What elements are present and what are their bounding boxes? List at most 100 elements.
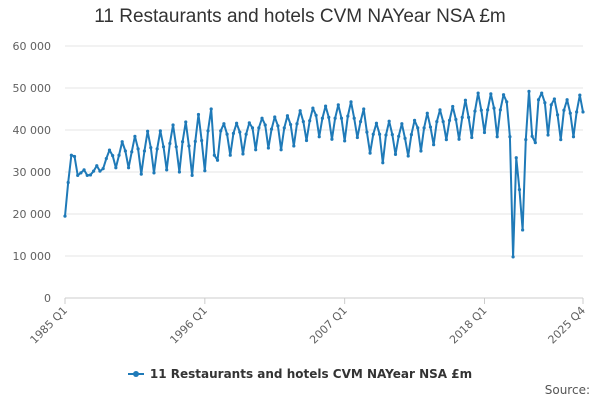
data-point[interactable] xyxy=(409,133,413,137)
data-point[interactable] xyxy=(390,133,394,137)
data-point[interactable] xyxy=(184,120,188,124)
data-point[interactable] xyxy=(482,130,487,135)
data-point[interactable] xyxy=(406,154,410,158)
data-point[interactable] xyxy=(543,101,547,105)
data-point[interactable] xyxy=(238,130,242,134)
data-point[interactable] xyxy=(292,144,296,148)
data-point[interactable] xyxy=(422,126,426,130)
data-point[interactable] xyxy=(158,129,162,133)
data-point[interactable] xyxy=(435,120,439,124)
data-point[interactable] xyxy=(524,138,528,142)
data-point[interactable] xyxy=(546,133,550,137)
data-point[interactable] xyxy=(85,173,89,177)
data-point[interactable] xyxy=(438,108,442,112)
data-point[interactable] xyxy=(521,228,525,232)
data-point[interactable] xyxy=(501,93,506,97)
data-point[interactable] xyxy=(95,164,99,168)
data-point[interactable] xyxy=(107,148,112,152)
data-point[interactable] xyxy=(451,104,455,109)
data-point[interactable] xyxy=(419,149,423,153)
data-point[interactable] xyxy=(428,125,433,129)
data-point[interactable] xyxy=(155,147,159,151)
data-point[interactable] xyxy=(343,139,347,143)
data-point[interactable] xyxy=(330,137,334,141)
data-point[interactable] xyxy=(219,129,223,133)
data-point[interactable] xyxy=(358,120,363,124)
data-point[interactable] xyxy=(568,111,572,115)
data-point[interactable] xyxy=(308,119,312,123)
data-point[interactable] xyxy=(82,168,86,172)
data-point[interactable] xyxy=(368,151,372,155)
data-point[interactable] xyxy=(149,146,153,150)
data-point[interactable] xyxy=(397,134,401,138)
data-point[interactable] xyxy=(260,116,264,120)
data-point[interactable] xyxy=(549,103,553,107)
data-point[interactable] xyxy=(241,152,245,156)
data-point[interactable] xyxy=(269,127,274,131)
data-point[interactable] xyxy=(400,122,404,126)
data-point[interactable] xyxy=(336,103,340,107)
data-point[interactable] xyxy=(384,133,388,137)
data-point[interactable] xyxy=(190,173,194,177)
data-point[interactable] xyxy=(555,113,560,117)
data-point[interactable] xyxy=(327,115,331,119)
data-point[interactable] xyxy=(460,115,464,119)
data-point[interactable] xyxy=(323,104,328,108)
data-point[interactable] xyxy=(225,132,229,136)
data-point[interactable] xyxy=(289,122,293,127)
data-point[interactable] xyxy=(88,173,93,177)
data-point[interactable] xyxy=(228,153,232,157)
data-point[interactable] xyxy=(339,116,344,120)
data-point[interactable] xyxy=(101,167,105,171)
data-point[interactable] xyxy=(126,166,131,170)
data-point[interactable] xyxy=(257,126,261,130)
data-point[interactable] xyxy=(314,113,318,117)
data-point[interactable] xyxy=(505,100,509,104)
data-point[interactable] xyxy=(168,141,172,146)
data-point[interactable] xyxy=(562,108,566,112)
data-point[interactable] xyxy=(349,100,353,104)
data-point[interactable] xyxy=(161,145,166,149)
data-point[interactable] xyxy=(378,132,382,136)
data-point[interactable] xyxy=(489,92,493,96)
data-point[interactable] xyxy=(282,126,286,130)
data-point[interactable] xyxy=(273,115,277,119)
data-point[interactable] xyxy=(279,148,283,152)
data-point[interactable] xyxy=(304,138,309,143)
data-point[interactable] xyxy=(492,106,496,110)
data-point[interactable] xyxy=(231,131,236,135)
data-point[interactable] xyxy=(222,122,226,126)
data-point[interactable] xyxy=(123,149,127,153)
data-point[interactable] xyxy=(212,153,216,157)
data-point[interactable] xyxy=(200,138,204,143)
data-point[interactable] xyxy=(174,145,178,149)
data-point[interactable] xyxy=(486,108,490,112)
data-point[interactable] xyxy=(285,114,290,118)
data-point[interactable] xyxy=(139,172,143,176)
data-point[interactable] xyxy=(247,121,251,125)
data-point[interactable] xyxy=(295,122,299,126)
data-point[interactable] xyxy=(266,146,270,150)
data-point[interactable] xyxy=(104,156,108,161)
data-point[interactable] xyxy=(463,98,468,102)
data-point[interactable] xyxy=(177,170,181,174)
data-point[interactable] xyxy=(298,109,302,113)
data-point[interactable] xyxy=(117,153,121,157)
data-point[interactable] xyxy=(254,148,258,152)
data-point[interactable] xyxy=(250,126,255,130)
data-point[interactable] xyxy=(581,110,585,114)
data-point[interactable] xyxy=(355,135,359,140)
data-point[interactable] xyxy=(575,110,579,114)
data-point[interactable] xyxy=(276,124,280,128)
data-point[interactable] xyxy=(476,91,480,95)
data-point[interactable] xyxy=(76,173,80,177)
data-point[interactable] xyxy=(444,138,448,142)
data-point[interactable] xyxy=(530,134,534,138)
data-point[interactable] xyxy=(215,158,220,162)
data-point[interactable] xyxy=(142,149,147,153)
data-point[interactable] xyxy=(473,109,477,113)
data-point[interactable] xyxy=(165,168,169,172)
data-point[interactable] xyxy=(432,143,436,147)
data-point[interactable] xyxy=(374,121,379,125)
data-point[interactable] xyxy=(152,171,156,175)
